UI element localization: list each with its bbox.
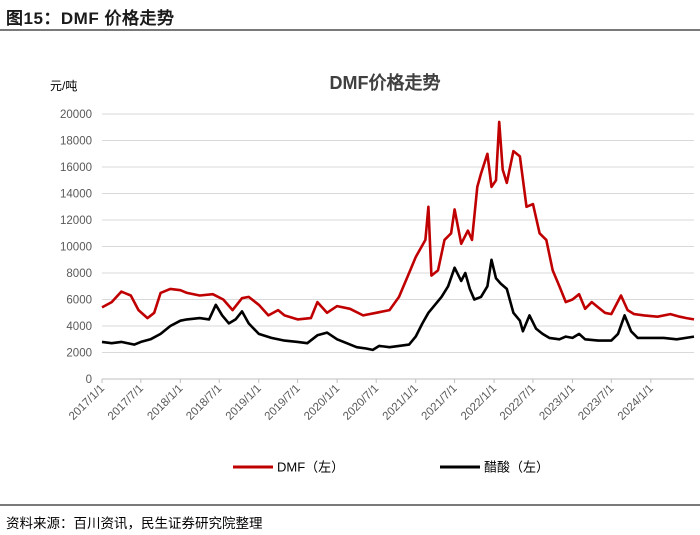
y-tick-label: 20000 [60,109,92,121]
legend-label: 醋酸（左） [484,460,549,475]
x-tick-label: 2019/1/1 [224,383,264,423]
x-tick-label: 2017/7/1 [106,383,146,423]
y-tick-label: 14000 [60,189,92,201]
legend: DMF（左） 醋酸（左） [233,460,549,475]
x-tick-label: 2018/7/1 [184,383,224,423]
x-tick-label: 2017/1/1 [67,383,107,423]
y-tick-label: 6000 [66,295,92,307]
figure-title: 图15：DMF 价格走势 [6,9,175,28]
gridlines [102,113,694,353]
source-note: 资料来源：百川资讯，民生证券研究院整理 [6,516,263,531]
x-tick-label: 2021/7/1 [420,383,460,423]
x-tick-label: 2021/1/1 [381,383,421,423]
x-tick-label: 2024/1/1 [616,383,656,423]
x-tick-label: 2023/1/1 [537,383,577,423]
x-tick-label: 2018/1/1 [145,383,185,423]
x-tick-label: 2019/7/1 [263,383,303,423]
series-line-acetic-acid [101,258,695,352]
x-tick-label: 2020/1/1 [302,383,342,423]
y-tick-label: 4000 [66,321,92,333]
series-line-dmf [101,120,695,321]
chart-title: DMF价格走势 [330,72,441,93]
x-tick-label: 2022/1/1 [459,383,499,423]
legend-label: DMF（左） [277,460,344,475]
y-tick-label: 16000 [60,162,92,174]
y-tick-label: 2000 [66,348,92,360]
y-tick-label: 10000 [60,242,92,254]
y-tick-label: 18000 [60,136,92,148]
y-tick-label: 0 [86,374,92,386]
y-tick-label: 12000 [60,215,92,227]
series-layer [101,120,695,352]
x-tick-label: 2022/7/1 [498,383,538,423]
bottom-divider [0,504,700,506]
x-tick-label: 2023/7/1 [576,383,616,423]
y-axis-unit-label: 元/吨 [50,79,77,93]
y-axis-ticks: 0 2000 4000 6000 8000 10000 12000 14000 16000 180… [60,109,92,386]
y-tick-label: 8000 [66,268,92,280]
line-chart: DMF价格走势 元/吨 0 2000 4000 6000 8000 10000 12000 1… [50,72,695,475]
top-divider [0,29,700,31]
x-tick-label: 2020/7/1 [341,383,381,423]
